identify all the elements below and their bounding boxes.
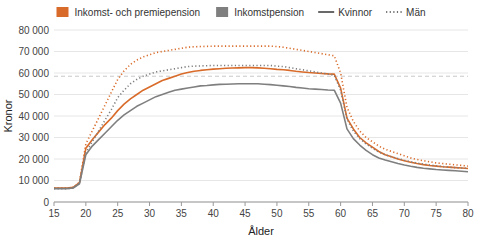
- grid-line: [54, 116, 468, 117]
- x-tick-label: 50: [271, 208, 283, 219]
- x-tick-label: 65: [367, 208, 379, 219]
- x-tick-label: 80: [462, 208, 474, 219]
- x-tick-label: 45: [240, 208, 252, 219]
- x-tick-label: 40: [208, 208, 220, 219]
- y-tick-label: 60 000: [18, 68, 49, 79]
- x-tick: [213, 202, 214, 206]
- reference-line: [54, 76, 468, 77]
- legend-item: Inkomstpension: [216, 7, 304, 18]
- legend-label: Män: [406, 7, 425, 18]
- x-tick-label: 70: [399, 208, 411, 219]
- legend-label: Inkomst- och premiepension: [75, 7, 201, 18]
- x-tick: [468, 202, 469, 206]
- grid-line: [54, 180, 468, 181]
- grid-line: [54, 137, 468, 138]
- legend-line: [318, 11, 334, 13]
- legend-swatch: [216, 7, 228, 17]
- x-tick: [372, 202, 373, 206]
- x-tick: [436, 202, 437, 206]
- y-tick-label: 0: [43, 197, 49, 208]
- legend: Inkomst- och premiepension Inkomstpension…: [57, 7, 426, 18]
- x-tick-label: 15: [48, 208, 60, 219]
- x-tick: [149, 202, 150, 206]
- x-tick-label: 35: [176, 208, 188, 219]
- legend-label: Inkomstpension: [234, 7, 304, 18]
- y-tick-label: 30 000: [18, 132, 49, 143]
- grid-line: [54, 94, 468, 95]
- x-tick: [245, 202, 246, 206]
- y-tick-label: 80 000: [18, 25, 49, 36]
- chart: 0 10 000 20 000 30 000 40 000 50 000 60 000 70 …: [0, 0, 480, 240]
- x-tick: [85, 202, 86, 206]
- y-axis-label: Kronor: [2, 99, 14, 132]
- y-tick-label: 50 000: [18, 89, 49, 100]
- x-tick-label: 75: [431, 208, 443, 219]
- y-tick-label: 40 000: [18, 111, 49, 122]
- x-tick-label: 55: [303, 208, 315, 219]
- series-line: [54, 68, 468, 188]
- x-tick-label: 25: [112, 208, 124, 219]
- x-tick: [276, 202, 277, 206]
- x-tick: [54, 202, 55, 206]
- grid-line: [54, 51, 468, 52]
- x-axis-line: [54, 202, 468, 203]
- x-tick: [117, 202, 118, 206]
- y-tick-label: 10 000: [18, 175, 49, 186]
- legend-item: Inkomst- och premiepension: [57, 7, 201, 18]
- x-tick: [181, 202, 182, 206]
- x-tick-label: 20: [80, 208, 92, 219]
- x-tick-label: 30: [144, 208, 156, 219]
- legend-line: [386, 11, 402, 13]
- series-line: [54, 46, 468, 188]
- grid-line: [54, 202, 468, 203]
- grid-line: [54, 30, 468, 31]
- x-tick: [340, 202, 341, 206]
- y-tick-label: 70 000: [18, 46, 49, 57]
- axes: 0 10 000 20 000 30 000 40 000 50 000 60 000 70 …: [18, 25, 474, 220]
- series-line: [54, 65, 468, 188]
- x-tick: [308, 202, 309, 206]
- x-tick: [404, 202, 405, 206]
- grid-line: [54, 159, 468, 160]
- legend-item: Kvinnor: [318, 7, 373, 18]
- x-axis-label: Ålder: [248, 225, 274, 237]
- plot-area: [54, 46, 468, 189]
- y-tick-label: 20 000: [18, 154, 49, 165]
- x-tick-label: 60: [335, 208, 347, 219]
- legend-swatch: [57, 7, 69, 17]
- grid-line: [54, 73, 468, 74]
- legend-label: Kvinnor: [338, 7, 373, 18]
- legend-item: Män: [386, 7, 425, 18]
